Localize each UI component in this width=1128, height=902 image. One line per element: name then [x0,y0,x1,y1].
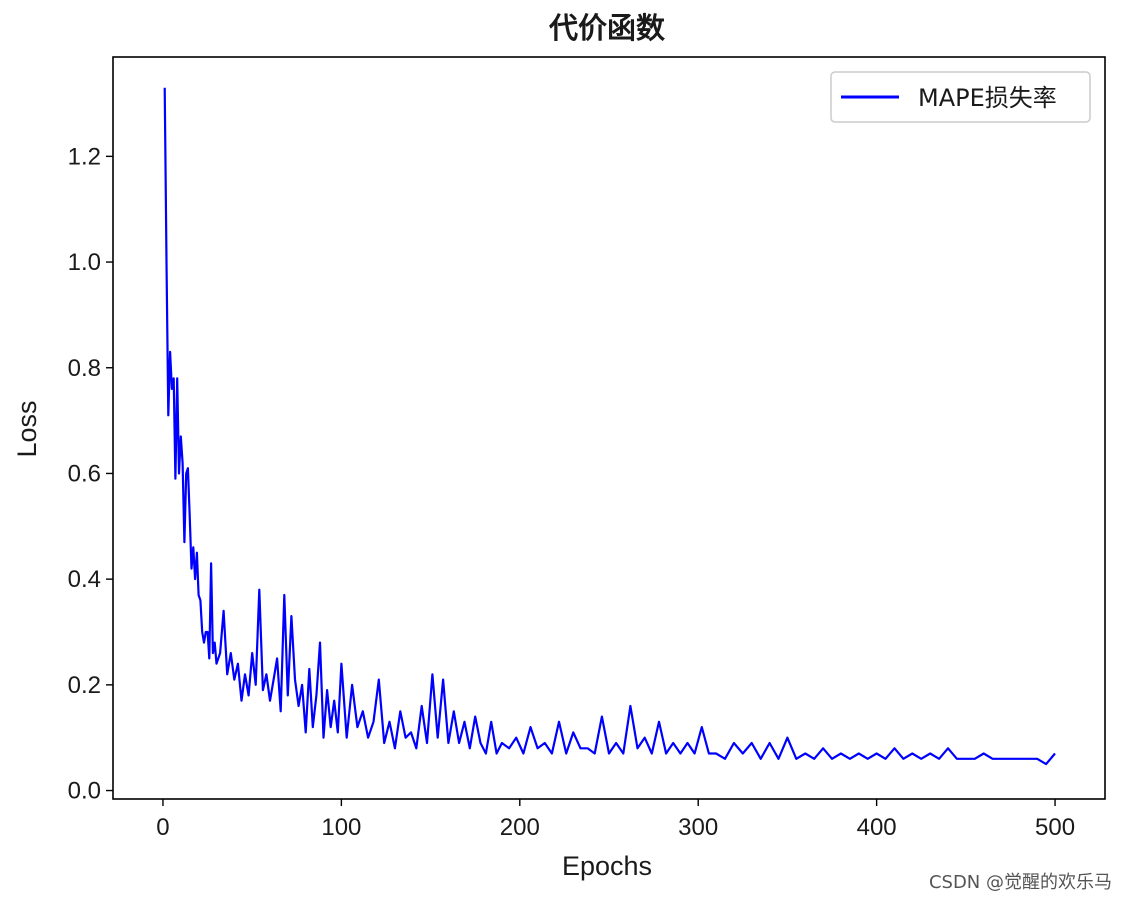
x-tick-label: 300 [678,814,718,841]
x-tick-label: 0 [156,814,169,841]
watermark: CSDN @觉醒的欢乐马 [928,872,1112,893]
legend: MAPE损失率 [830,71,1091,123]
plot-frame [112,56,1106,800]
y-tick-label: 0.0 [68,778,101,805]
series-line-mape [163,87,1056,766]
plot-area: 0 100 200 300 400 500 0.0 0.2 0.4 0.6 0.8 1.0 1.2 [68,56,1106,841]
y-tick-label: 1.0 [68,249,101,276]
chart-title: 代价函数 [548,11,666,45]
x-axis-label: Epochs [562,851,652,881]
x-tick-label: 100 [321,814,361,841]
legend-box [830,71,1091,123]
y-tick-label: 1.2 [68,143,101,170]
y-tick-label: 0.6 [68,460,101,487]
y-tick-label: 0.8 [68,355,101,382]
y-axis-label: Loss [12,400,42,457]
y-tick-label: 0.2 [68,672,101,699]
x-tick-label: 200 [500,814,540,841]
legend-label: MAPE损失率 [918,84,1057,112]
y-tick-label: 0.4 [68,566,101,593]
x-tick-label: 400 [857,814,897,841]
x-tick-label: 500 [1035,814,1075,841]
